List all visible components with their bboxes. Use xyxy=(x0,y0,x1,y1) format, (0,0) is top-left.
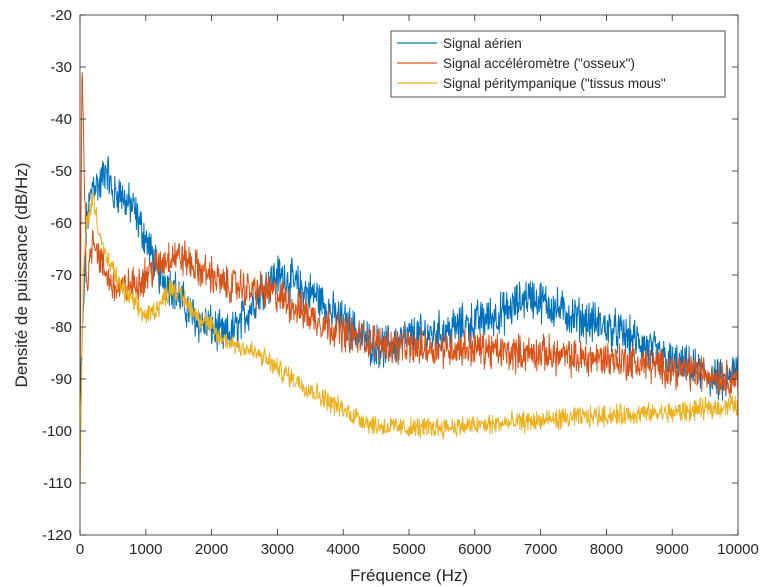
y-tick-label: -120 xyxy=(42,527,72,544)
y-tick-label: -110 xyxy=(43,475,72,492)
series-3 xyxy=(80,192,738,494)
x-tick-label: 2000 xyxy=(195,541,228,558)
x-tick-label: 6000 xyxy=(458,541,491,558)
x-tick-label: 8000 xyxy=(590,541,623,558)
series-line-2 xyxy=(80,71,738,406)
legend-label: Signal aérien xyxy=(443,36,522,51)
legend: Signal aérien Signal accéléromètre ("osse… xyxy=(390,30,726,98)
y-tick-label: -100 xyxy=(42,423,72,440)
x-tick-label: 0 xyxy=(76,541,84,558)
y-tick-label: -60 xyxy=(50,215,72,232)
x-tick-label: 7000 xyxy=(524,541,557,558)
y-tick-label: -90 xyxy=(50,371,72,388)
series-layer xyxy=(80,71,738,494)
y-tick-label: -30 xyxy=(50,59,72,76)
y-tick-label: -80 xyxy=(50,319,72,336)
plot-area xyxy=(80,15,738,535)
y-tick-label: -70 xyxy=(50,267,72,284)
x-tick-label: 10000 xyxy=(717,541,759,558)
y-tick-label: -20 xyxy=(50,7,72,24)
ticks-layer: 0 1000 2000 3000 4000 5000 6000 7000 8000 9000 100… xyxy=(42,7,759,558)
legend-box xyxy=(390,30,726,98)
y-tick-label: -40 xyxy=(50,111,72,128)
legend-label: Signal péritympanique ("tissus mous" xyxy=(443,76,666,91)
x-tick-label: 5000 xyxy=(392,541,425,558)
y-axis-title: Densité de puissance (dB/Hz) xyxy=(12,163,31,388)
x-tick-label: 4000 xyxy=(327,541,360,558)
plot-background xyxy=(80,15,738,535)
y-tick-label: -50 xyxy=(50,163,72,180)
x-axis-title: Fréquence (Hz) xyxy=(350,566,468,585)
legend-label: Signal accéléromètre ("osseux") xyxy=(443,56,635,71)
x-tick-label: 9000 xyxy=(656,541,689,558)
x-tick-label: 1000 xyxy=(129,541,162,558)
series-line-3 xyxy=(80,192,738,494)
x-tick-label: 3000 xyxy=(261,541,294,558)
series-2 xyxy=(80,71,738,406)
